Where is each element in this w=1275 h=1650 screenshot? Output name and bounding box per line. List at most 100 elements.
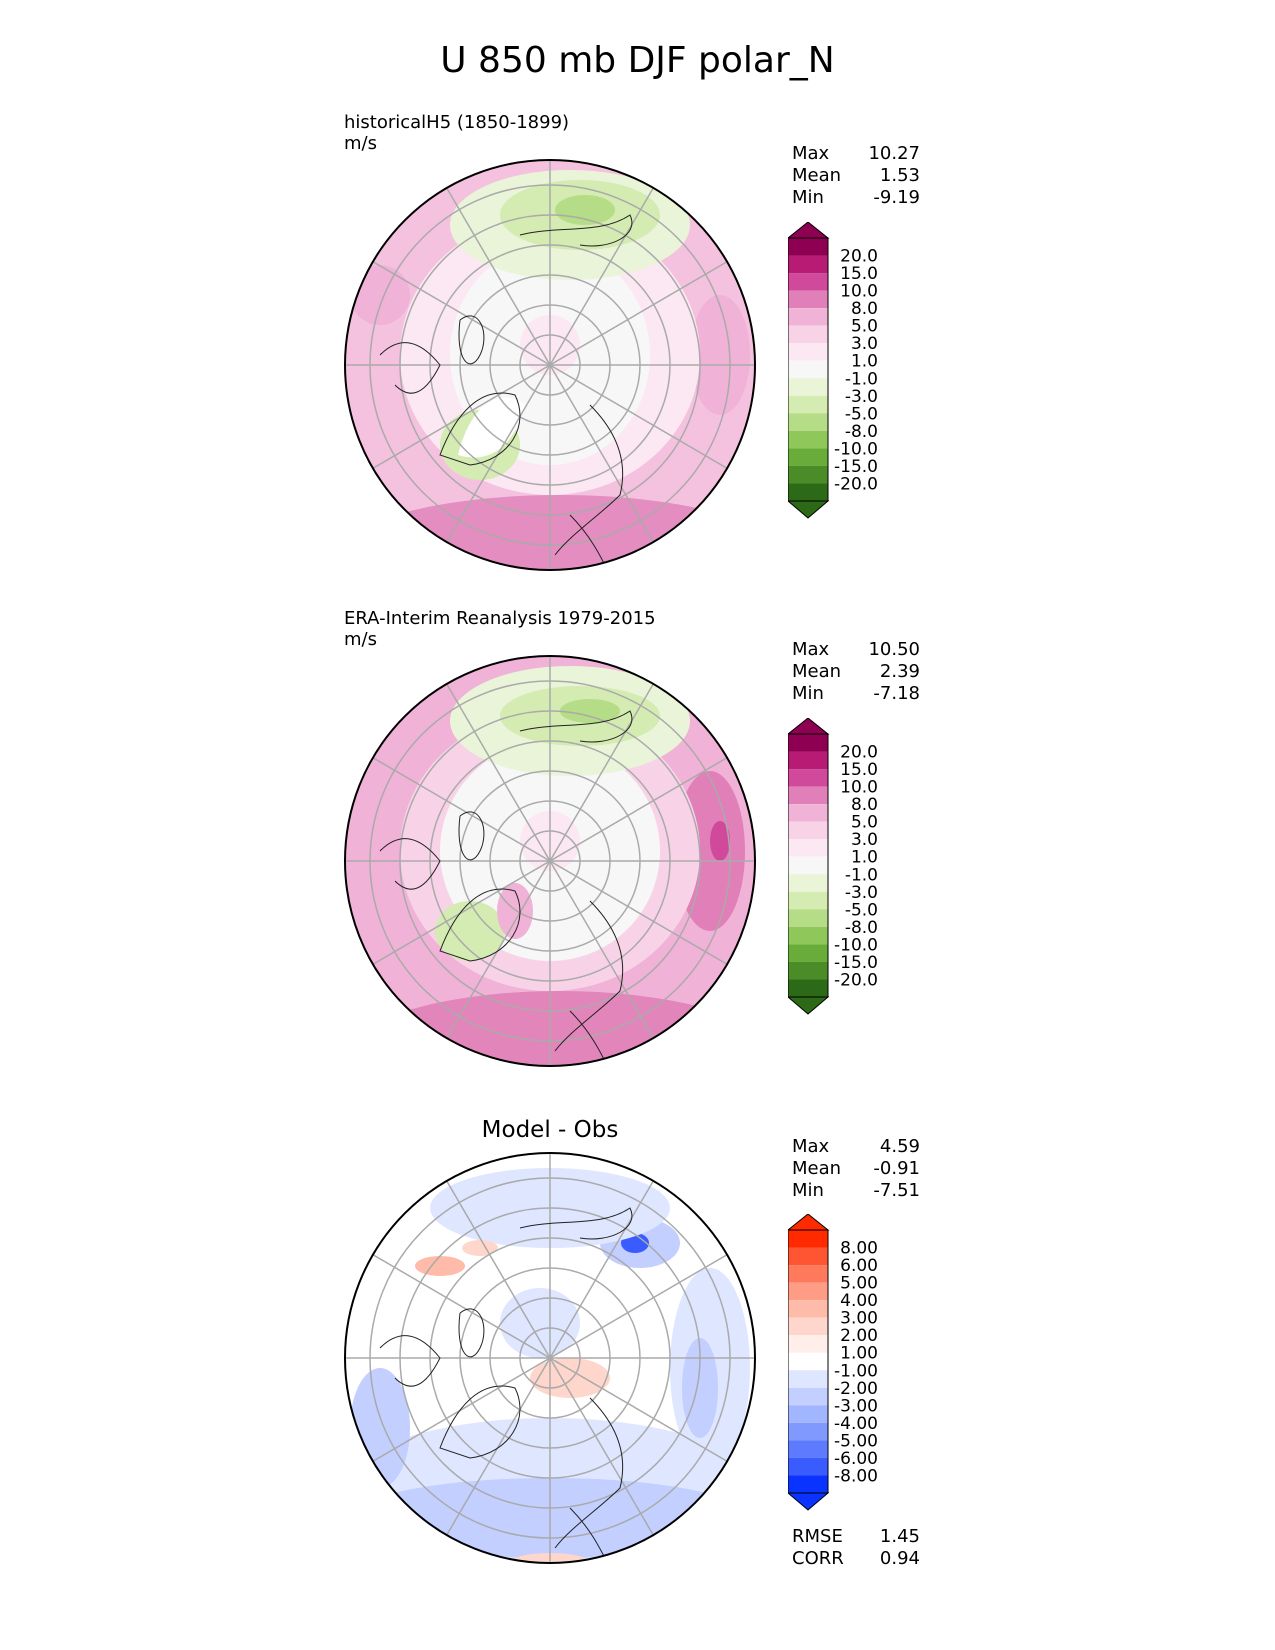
colorbar-swatches xyxy=(788,733,829,998)
panel-title-diff: Model - Obs xyxy=(481,1117,619,1143)
stat-min: Min -9.19 xyxy=(792,187,920,208)
colorbar-tick-label: 3.00 xyxy=(840,1309,878,1329)
colorbar-swatch xyxy=(788,343,828,361)
colorbar-tick-label: -1.0 xyxy=(845,369,878,389)
colorbar-swatch xyxy=(788,1370,828,1388)
colorbar-swatch xyxy=(788,909,828,927)
colorbar-swatch xyxy=(788,483,828,501)
colorbar-swatch xyxy=(788,926,828,945)
map-boundary xyxy=(344,655,756,1067)
colorbar-swatch xyxy=(788,979,828,997)
colorbar-diff: 8.006.005.004.003.002.001.00-1.00-2.00-3… xyxy=(788,1214,878,1511)
stat-mean: Mean 2.39 xyxy=(792,661,920,682)
colorbar-swatch xyxy=(788,378,828,396)
stat-mean: Mean -0.91 xyxy=(792,1158,920,1179)
colorbar-swatch xyxy=(788,1230,828,1248)
stats-diff: Max 4.59 Mean -0.91 Min -7.51 xyxy=(792,1136,920,1202)
stat-min: Min -7.18 xyxy=(792,683,920,704)
colorbar-tick-label: -3.0 xyxy=(845,883,878,903)
colorbar-swatch xyxy=(788,751,828,770)
coastlines xyxy=(379,710,633,1066)
panel-obs-label: ERA-Interim Reanalysis 1979-2015 xyxy=(344,608,656,629)
colorbar-swatch xyxy=(788,395,828,414)
colorbar-tick-label: -5.00 xyxy=(834,1431,878,1451)
colorbar-tick-label: 15.0 xyxy=(840,264,878,284)
diff-metrics: RMSE 1.45 CORR 0.94 xyxy=(792,1526,920,1570)
colorbar-swatch xyxy=(788,1352,828,1371)
figure-title: U 850 mb DJF polar_N xyxy=(440,40,835,81)
colorbar-tick-label: 8.0 xyxy=(851,299,878,319)
colorbar-tick-label: 2.00 xyxy=(840,1326,878,1346)
stat-max: Max 10.50 xyxy=(792,639,920,660)
colorbar-tick-label: 1.0 xyxy=(851,848,878,868)
colorbar-swatch xyxy=(788,290,828,309)
colorbar-tick-label: -3.0 xyxy=(845,387,878,407)
colorbar-tick-label: -20.0 xyxy=(834,474,878,494)
colorbar-swatch xyxy=(788,944,828,962)
colorbar-swatch xyxy=(788,1317,828,1336)
stat-max: Max 4.59 xyxy=(792,1136,920,1157)
colorbar-tick-label: -6.00 xyxy=(834,1449,878,1469)
colorbar-swatch xyxy=(788,255,828,274)
colorbar-tick-label: 15.0 xyxy=(840,760,878,780)
polar-map-model xyxy=(344,159,756,571)
colorbar-swatches xyxy=(788,237,829,502)
colorbar-swatch xyxy=(788,1300,828,1318)
colorbar-tick-label: -10.0 xyxy=(834,935,878,955)
colorbar-swatch xyxy=(788,821,828,840)
colorbar-tick-label: 5.00 xyxy=(840,1274,878,1294)
stats-model: Max 10.27 Mean 1.53 Min -9.19 xyxy=(792,143,920,209)
colorbar-swatch xyxy=(788,308,828,326)
colorbar-swatch xyxy=(788,1282,828,1301)
colorbar-swatch xyxy=(788,1405,828,1423)
colorbar-tick-label: -2.00 xyxy=(834,1379,878,1399)
colorbar-swatch xyxy=(788,413,828,431)
colorbar-tick-label: -4.00 xyxy=(834,1414,878,1434)
colorbar-labels: 20.015.010.08.05.03.01.0-1.0-3.0-5.0-8.0… xyxy=(834,247,878,495)
polar-map-obs xyxy=(344,655,756,1067)
panel-title-obs: ERA-Interim Reanalysis 1979-2015 m/s xyxy=(344,608,656,650)
colorbar-swatch xyxy=(788,448,828,466)
stat-mean: Mean 1.53 xyxy=(792,165,920,186)
colorbar-swatch xyxy=(788,891,828,910)
colorbar-swatch xyxy=(788,856,828,875)
panel-title-model: historicalH5 (1850-1899) m/s xyxy=(344,112,569,154)
colorbar-tick-label: -15.0 xyxy=(834,953,878,973)
colorbar-tick-label: -5.0 xyxy=(845,900,878,920)
stat-corr: CORR 0.94 xyxy=(792,1548,920,1569)
colorbar-tick-label: -1.0 xyxy=(845,865,878,885)
colorbar-tick-label: -8.0 xyxy=(845,918,878,938)
colorbar-tick-label: 8.00 xyxy=(840,1239,878,1259)
colorbar-tick-label: -8.00 xyxy=(834,1466,878,1486)
colorbar-tick-label: 4.00 xyxy=(840,1291,878,1311)
colorbar-labels: 20.015.010.08.05.03.01.0-1.0-3.0-5.0-8.0… xyxy=(834,743,878,991)
colorbar-swatch xyxy=(788,238,828,256)
panel-obs-units: m/s xyxy=(344,629,377,650)
colorbar-tick-label: 5.0 xyxy=(851,813,878,833)
stats-obs: Max 10.50 Mean 2.39 Min -7.18 xyxy=(792,639,920,705)
stat-rmse: RMSE 1.45 xyxy=(792,1526,920,1547)
colorbar-tick-label: 10.0 xyxy=(840,778,878,798)
colorbar-tick-label: 10.0 xyxy=(840,282,878,302)
colorbar-tick-label: -1.00 xyxy=(834,1361,878,1381)
colorbar-swatch xyxy=(788,273,828,291)
colorbar-tick-label: 6.00 xyxy=(840,1256,878,1276)
colorbar-swatch xyxy=(788,1335,828,1353)
colorbar-swatch xyxy=(788,1265,828,1283)
colorbar-labels: 8.006.005.004.003.002.001.00-1.00-2.00-3… xyxy=(834,1239,878,1487)
polar-map-diff xyxy=(344,1152,756,1564)
stat-min: Min -7.51 xyxy=(792,1180,920,1201)
colorbar-obs: 20.015.010.08.05.03.01.0-1.0-3.0-5.0-8.0… xyxy=(788,718,878,1015)
colorbar-swatch xyxy=(788,1475,828,1493)
colorbar-swatch xyxy=(788,769,828,787)
colorbar-swatch xyxy=(788,360,828,379)
colorbar-swatch xyxy=(788,786,828,805)
colorbar-tick-label: -15.0 xyxy=(834,457,878,477)
colorbar-swatch xyxy=(788,1440,828,1458)
colorbar-tick-label: 8.0 xyxy=(851,795,878,815)
colorbar-tick-label: -5.0 xyxy=(845,404,878,424)
colorbar-swatch xyxy=(788,1457,828,1476)
colorbar-swatch xyxy=(788,734,828,752)
colorbar-swatches xyxy=(788,1229,829,1494)
colorbar-tick-label: 1.0 xyxy=(851,352,878,372)
